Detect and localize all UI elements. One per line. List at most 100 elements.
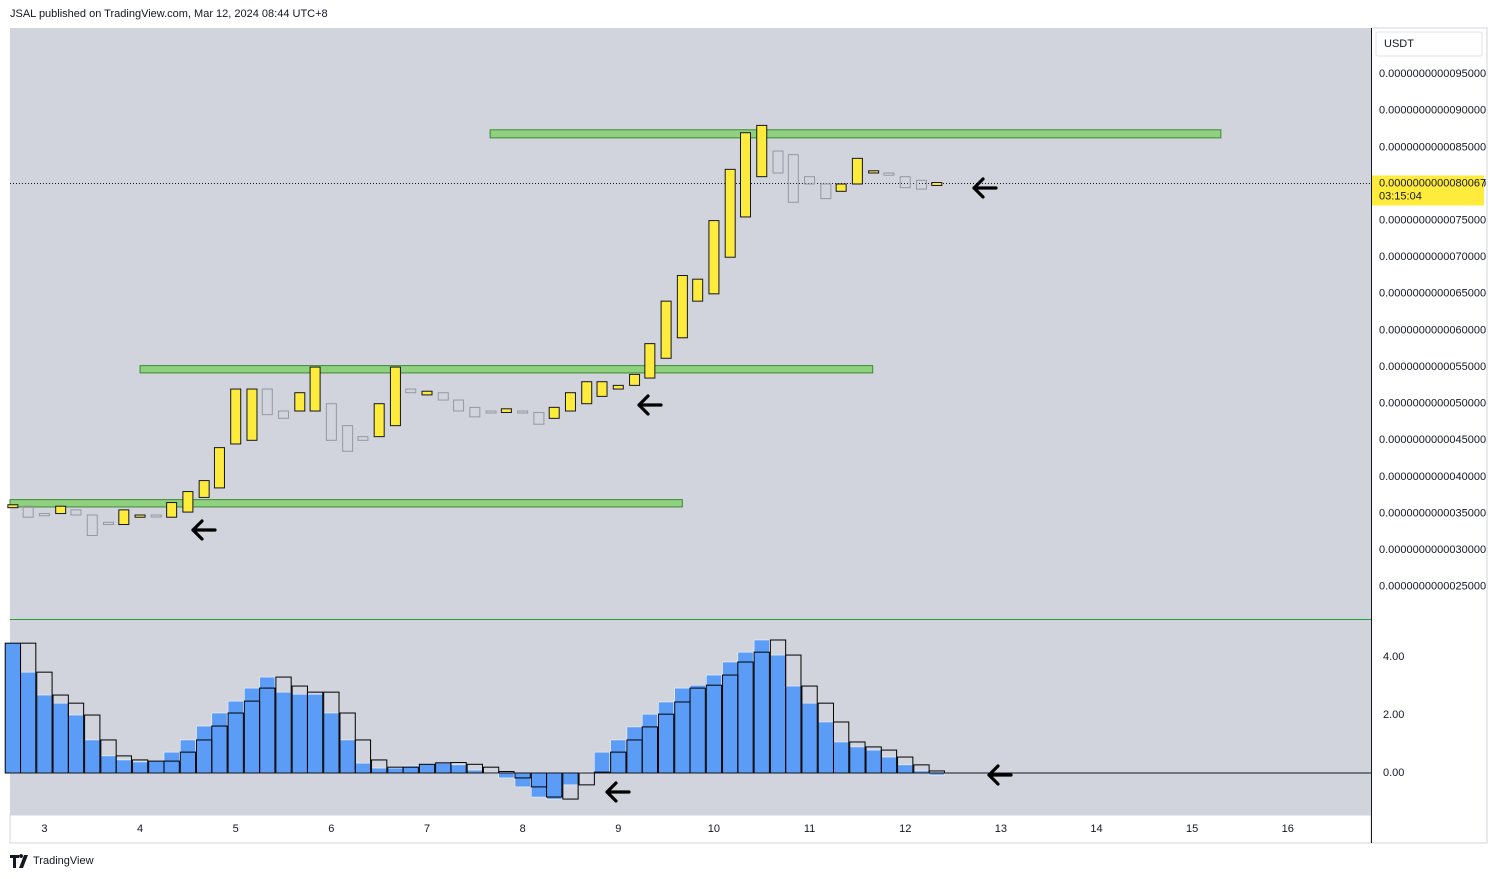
- candle-body: [182, 491, 194, 513]
- histogram-bar: [450, 764, 467, 774]
- histogram-bar: [753, 639, 770, 774]
- histogram-bar: [546, 772, 563, 800]
- histogram-bar: [179, 739, 196, 774]
- histogram-bar: [20, 671, 37, 774]
- histogram-bar: [817, 721, 834, 774]
- candle-body: [198, 480, 210, 498]
- y-tick-label: 0.0000000000085000: [1379, 141, 1486, 153]
- candle-body: [150, 514, 162, 518]
- candle-body: [804, 176, 816, 185]
- x-tick-label: 4: [137, 823, 143, 835]
- histogram-bar: [259, 676, 276, 774]
- histogram-bar: [339, 739, 356, 774]
- candle-body: [564, 392, 576, 412]
- histogram-bar: [531, 772, 547, 798]
- y-tick-label: 0.00: [1383, 767, 1404, 779]
- x-tick-label: 13: [995, 823, 1007, 835]
- candle-body: [246, 388, 258, 441]
- histogram-bar: [833, 741, 850, 774]
- y-tick-label: 4.00: [1383, 651, 1404, 663]
- histogram-bar: [371, 767, 388, 774]
- y-tick-label: 0.0000000000060000: [1379, 324, 1486, 336]
- x-tick-label: 15: [1186, 823, 1198, 835]
- histogram-bar: [801, 702, 818, 774]
- candle-body: [342, 425, 354, 452]
- x-tick-label: 7: [424, 823, 430, 835]
- candle-body: [357, 436, 369, 441]
- candle-body: [660, 300, 672, 359]
- histogram-bar: [275, 691, 292, 774]
- histogram-bar: [52, 702, 69, 774]
- candle-body: [309, 366, 321, 412]
- histogram-bar: [227, 700, 244, 774]
- candle-body: [55, 505, 67, 515]
- currency: USDT: [1384, 38, 1414, 50]
- histogram-bar: [307, 693, 324, 774]
- histogram-bar: [594, 751, 610, 774]
- histogram-bar: [865, 749, 882, 774]
- price-axis: [1370, 27, 1488, 844]
- header: JSAL published on TradingView.com, Mar 1…: [10, 8, 328, 20]
- x-tick-label: 10: [708, 823, 720, 835]
- histogram-bar: [641, 713, 658, 774]
- y-tick-label: 0.0000000000050000: [1379, 398, 1486, 410]
- candle-body: [230, 388, 242, 445]
- histogram-bar: [881, 756, 897, 774]
- candle-body: [38, 513, 50, 517]
- candle-body: [213, 447, 225, 489]
- x-tick-label: 6: [328, 823, 334, 835]
- currency-box: [1375, 31, 1483, 57]
- countdown: 03:15:04: [1379, 190, 1422, 202]
- candle-body: [931, 182, 943, 186]
- x-tick-label: 8: [520, 823, 526, 835]
- histogram-bar: [419, 763, 435, 774]
- arrow: [637, 394, 663, 416]
- y-tick-label: 0.0000000000035000: [1379, 507, 1486, 519]
- y-tick-label: 0.0000000000045000: [1379, 434, 1486, 446]
- candle-body: [868, 170, 880, 174]
- zone: [9, 499, 683, 508]
- histogram-bar: [785, 685, 802, 774]
- histogram-bar: [706, 674, 722, 774]
- x-tick-label: 16: [1282, 823, 1294, 835]
- candle-body: [103, 521, 115, 526]
- candle-body: [405, 388, 417, 394]
- candle-body: [294, 392, 306, 412]
- candle-body: [485, 410, 497, 414]
- arrow: [972, 177, 998, 199]
- candle-body: [629, 373, 641, 386]
- candle-body: [644, 343, 656, 379]
- candle-body: [676, 275, 688, 339]
- histogram-bar: [387, 767, 404, 774]
- histogram-bar: [323, 712, 340, 774]
- candle-body: [883, 172, 895, 176]
- y-tick-label: 0.0000000000090000: [1379, 105, 1486, 117]
- arrow: [987, 764, 1013, 786]
- histogram-bar: [498, 772, 515, 779]
- last-price-box: [1372, 175, 1484, 206]
- zone: [139, 365, 874, 374]
- x-tick-label: 3: [41, 823, 47, 835]
- histogram-bar: [737, 651, 754, 774]
- histogram-bar: [84, 739, 101, 774]
- last-price-label: 0.0000000000080067: [1379, 177, 1486, 189]
- y-tick-label: 0.0000000000075000: [1379, 215, 1486, 227]
- logo-mark: [10, 854, 28, 868]
- histogram-bar: [148, 760, 165, 774]
- candle-body: [692, 278, 704, 302]
- candle-body: [134, 514, 146, 518]
- candle-body: [437, 392, 449, 401]
- histogram-bar: [355, 762, 371, 774]
- candle-body: [596, 381, 608, 397]
- candle-body: [166, 502, 178, 518]
- y-tick-label: 2.00: [1383, 709, 1404, 721]
- histogram-bar: [4, 642, 21, 774]
- y-tick-label: 0.0000000000025000: [1379, 581, 1486, 593]
- candle-body: [118, 509, 130, 526]
- candle-body: [708, 220, 720, 295]
- histogram-bar: [211, 712, 228, 774]
- candle-body: [787, 154, 799, 203]
- histogram-bar: [115, 759, 132, 774]
- candle-body: [373, 403, 385, 438]
